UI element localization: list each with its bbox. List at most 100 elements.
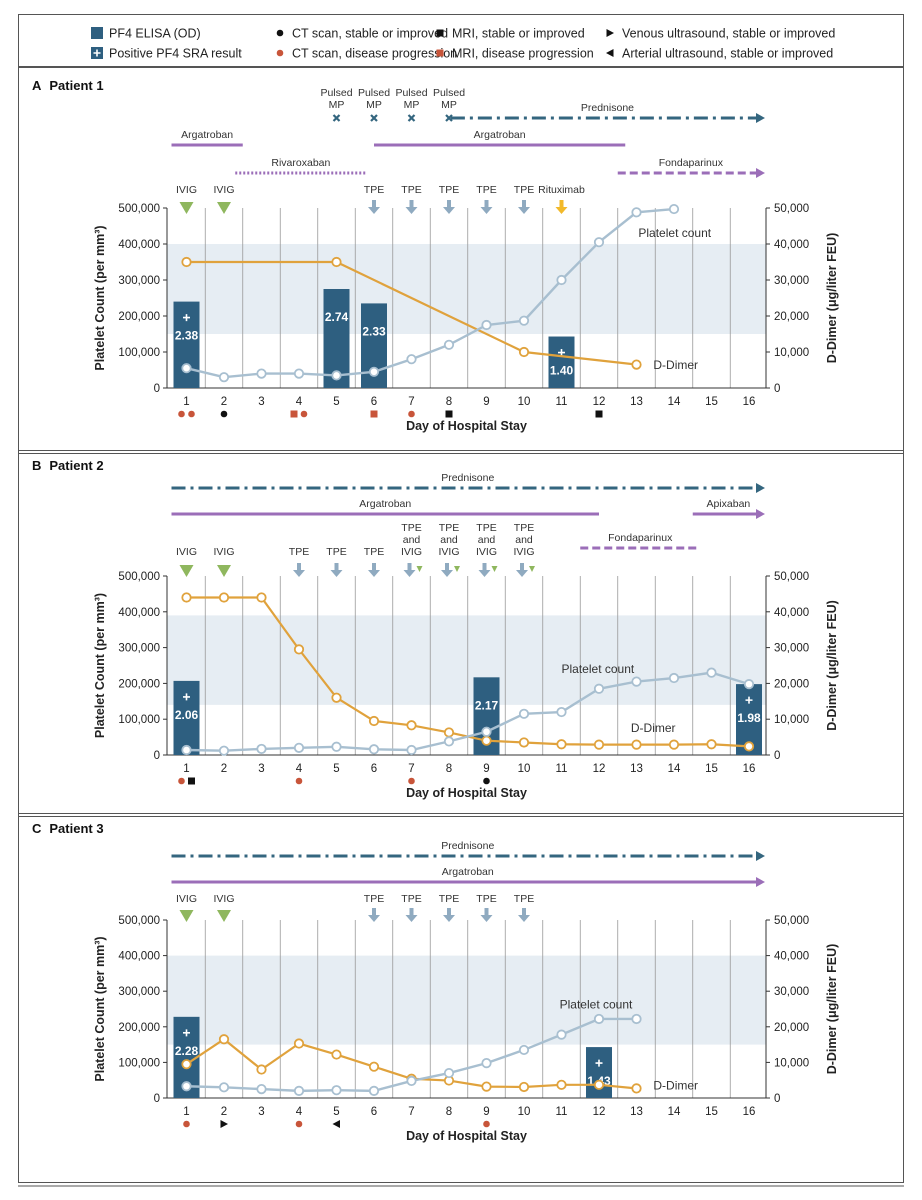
tpe-ivig-label-line: TPE [476, 522, 496, 534]
ddimer-point [518, 346, 530, 358]
x-tick-label: 1 [183, 763, 189, 775]
tpe-arrow-icon-stem [522, 908, 526, 916]
ivig-triangle-icon [179, 910, 194, 922]
platelet-series-label: Platelet count [562, 662, 635, 676]
platelet-point [631, 676, 642, 687]
y-tick-label-left: 200,000 [118, 678, 160, 690]
tpe-arrow-icon-stem [372, 563, 376, 571]
platelet-point [556, 706, 567, 718]
pulsed-mp-label-line: MP [404, 99, 420, 111]
pulsed-mp-label-line: MP [441, 99, 457, 111]
x-tick-label: 13 [630, 763, 643, 775]
treatment-prednisone: Prednisone [171, 472, 765, 493]
platelet-line [186, 207, 675, 379]
platelet-point [593, 1013, 605, 1025]
x-tick-label: 14 [668, 396, 681, 408]
tpe-marker: TPE [476, 893, 497, 922]
x-tick-label: 10 [518, 763, 531, 775]
elisa-legend-icon [91, 27, 103, 39]
ddimer-point [631, 739, 642, 750]
y-tick-label-left: 300,000 [118, 986, 160, 998]
elisa-bar-rect [548, 336, 575, 388]
ddimer-series-label: D-Dimer [653, 358, 698, 372]
ddimer-point [518, 737, 530, 748]
arterial-ultrasound-icon [332, 1120, 340, 1128]
tpe-label: TPE [289, 546, 309, 558]
ddimer-point [668, 739, 680, 750]
y-tick-label-left: 0 [154, 1093, 160, 1105]
arterial-ultrasound-icon [606, 49, 614, 57]
tpe-ivig-label: TPE and IVIG [476, 522, 497, 558]
panel-A: A Patient 1 0 100,000 200,000 300,000 400,000 5… [18, 67, 904, 451]
x-tick-label: 6 [371, 763, 377, 775]
elisa-bar-label: 2.28 [175, 1044, 199, 1058]
tpe-ivig-label: TPE and IVIG [513, 522, 534, 558]
elisa-bar-label: 2.17 [475, 698, 499, 712]
x-tick-label: 15 [705, 396, 718, 408]
x-tick-label: 11 [556, 1106, 568, 1118]
x-tick-label: 15 [705, 763, 718, 775]
pulsed-mp-label: Pulsed MP [320, 87, 352, 111]
ddimer-point [293, 644, 305, 655]
tpe-label: TPE [326, 546, 346, 558]
y-tick-label-left: 400,000 [118, 607, 160, 619]
platelet-point [518, 708, 530, 719]
treatment-label: Argatroban [474, 129, 526, 141]
platelet-point [518, 315, 530, 326]
legend-item-mri_stable: MRI, stable or improved [436, 27, 585, 41]
panel-B: B Patient 2 0 100,000 200,000 300,000 400,000 5… [18, 453, 904, 814]
x-tick-label: 5 [333, 763, 339, 775]
platelet-point [556, 274, 567, 286]
legend-label: Arterial ultrasound, stable or improved [622, 47, 833, 61]
tpe-marker: TPE [364, 893, 384, 922]
ddimer-point [368, 715, 380, 727]
ddimer-point [181, 1059, 192, 1070]
y-tick-label-right: 30,000 [774, 986, 809, 998]
tpe-arrow-icon-stem [372, 200, 376, 208]
platelet-point [293, 368, 305, 379]
y-tick-label-right: 40,000 [774, 951, 809, 963]
x-tick-label: 7 [408, 1106, 414, 1118]
y-tick-label-right: 10,000 [774, 714, 809, 726]
pulsed-mp-label: Pulsed MP [358, 87, 390, 111]
normal-range-band [167, 244, 766, 334]
platelet-point [593, 683, 605, 694]
venous-ultrasound-icon [606, 29, 614, 37]
rituximab-arrow-icon [555, 207, 568, 214]
x-tick-label: 1 [183, 396, 189, 408]
platelet-point [481, 1058, 492, 1069]
ivig-label: IVIG [176, 546, 197, 558]
x-tick-label: 12 [593, 396, 606, 408]
ct-progression-icon [483, 1120, 490, 1128]
tpe-arrow-icon-stem [334, 563, 339, 571]
pulsed-mp-label-line: Pulsed [320, 87, 352, 99]
treatment-label: Prednisone [441, 472, 494, 484]
tpe-ivig-label-line: IVIG [438, 546, 459, 558]
treatment-label: Fondaparinux [608, 532, 673, 544]
pulsed-mp-label: Pulsed MP [395, 87, 427, 111]
treatment-label: Rivaroxaban [271, 157, 330, 169]
mri-progression-icon [370, 410, 378, 418]
ivig-label: IVIG [213, 546, 234, 558]
elisa-bar-rect [586, 1047, 612, 1098]
treatment-label: Prednisone [581, 102, 634, 114]
platelet-point [293, 1085, 305, 1096]
ddimer-point [331, 1049, 342, 1060]
legend-item-mri_prog: MRI, disease progression [436, 47, 594, 61]
ddimer-point [406, 720, 417, 731]
platelet-point [181, 363, 192, 374]
y-tick-label-left: 400,000 [118, 951, 160, 963]
platelet-point [406, 1075, 417, 1087]
y-tick-label-left: 300,000 [118, 275, 160, 287]
treatment-argatroban: Argatroban [171, 866, 765, 887]
platelet-point [331, 370, 342, 381]
ddimer-point [256, 592, 267, 603]
ddimer-point [293, 1038, 305, 1049]
legend-label: MRI, disease progression [452, 47, 594, 61]
ct-progression-icon [408, 777, 415, 785]
tpe-label: TPE [364, 184, 384, 196]
y-tick-label-right: 0 [774, 1093, 780, 1105]
tpe-ivig-label-line: TPE [401, 522, 421, 534]
x-tick-label: 4 [296, 763, 303, 775]
